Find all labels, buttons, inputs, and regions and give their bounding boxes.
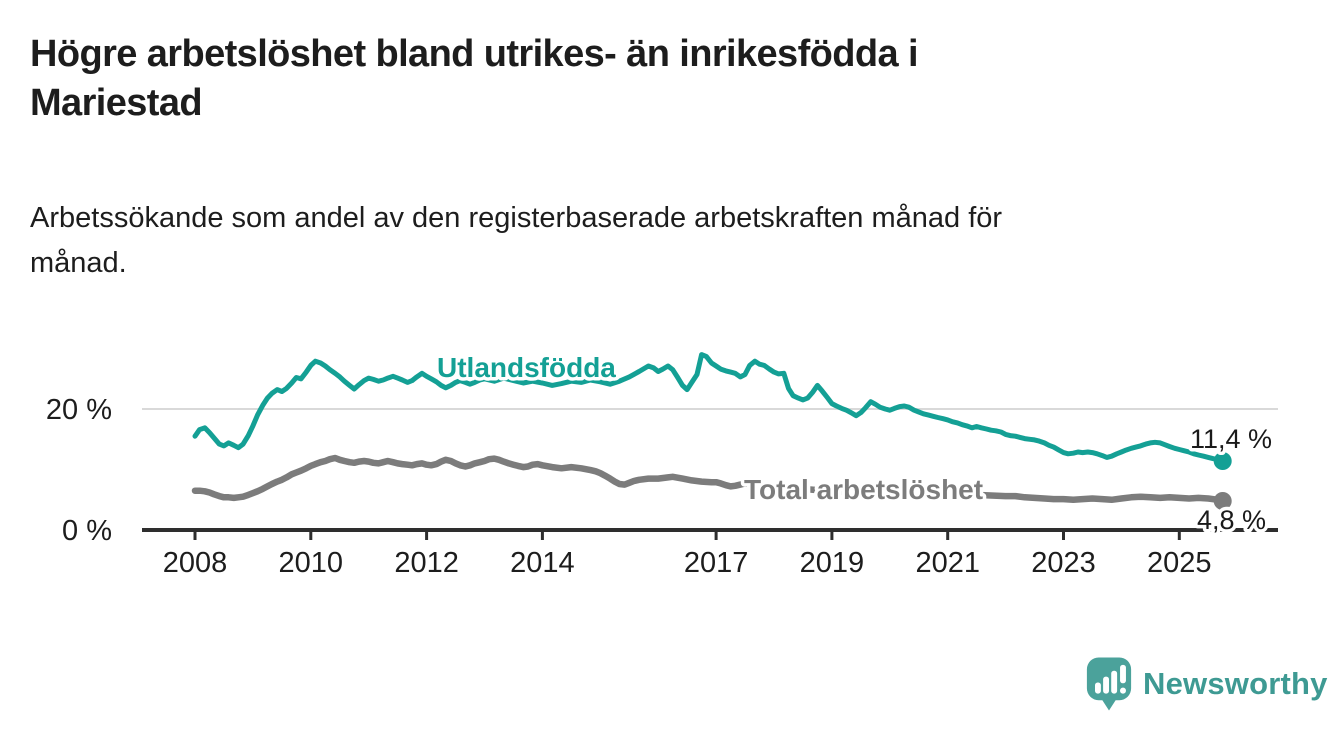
total-arbetsloshet-line <box>191 454 1226 505</box>
x-tick-label-2014: 2014 <box>510 547 575 579</box>
x-tick-label-2021: 2021 <box>915 547 980 579</box>
page-title-line-1: Högre arbetslöshet bland utrikes- än inr… <box>30 33 919 75</box>
x-tick-label-2025: 2025 <box>1147 547 1212 579</box>
utlandsfodda-end-dot <box>1213 452 1232 470</box>
y-axis-labels: 0 % 20 % <box>46 394 112 547</box>
page-title: Högre arbetslöshet bland utrikes- än inr… <box>30 30 919 128</box>
page-subtitle-line-2: månad. <box>30 247 127 279</box>
x-tick-label-2019: 2019 <box>800 547 865 579</box>
x-tick-label-2023: 2023 <box>1031 547 1096 579</box>
utlandsfodda-series-label: Utlandsfödda <box>437 352 616 383</box>
x-tick-label-2008: 2008 <box>163 547 228 579</box>
utlandsfodda-line <box>192 352 1226 464</box>
newsworthy-logo-icon <box>1086 657 1132 711</box>
page-title-line-2: Mariestad <box>30 82 203 124</box>
x-axis-ticks <box>193 530 1181 540</box>
total-arbetsloshet-end-dot <box>1213 492 1232 510</box>
x-axis-tick-labels: 2008 2010 2012 2014 2017 2019 2021 2023 2025 <box>163 547 1212 579</box>
page-subtitle-line-1: Arbetssökande som andel av den registerb… <box>30 202 1003 234</box>
x-tick-label-2017: 2017 <box>684 547 749 579</box>
page-subtitle: Arbetssökande som andel av den registerb… <box>30 196 1002 286</box>
total-arbetsloshet-series-label: Total arbetslöshet <box>744 474 983 505</box>
y-tick-label-20: 20 % <box>46 394 112 426</box>
y-tick-label-0: 0 % <box>62 515 112 547</box>
newsworthy-logo-text: Newsworthy <box>1143 666 1328 701</box>
total-arbetsloshet-end-value-label: 4,8 % <box>1197 505 1266 535</box>
utlandsfodda-end-value-label: 11,4 % <box>1190 424 1272 454</box>
x-tick-label-2010: 2010 <box>279 547 344 579</box>
bar-chart-icon <box>1095 664 1126 694</box>
newsworthy-logo: Newsworthy <box>1085 656 1328 712</box>
x-tick-label-2012: 2012 <box>394 547 459 579</box>
